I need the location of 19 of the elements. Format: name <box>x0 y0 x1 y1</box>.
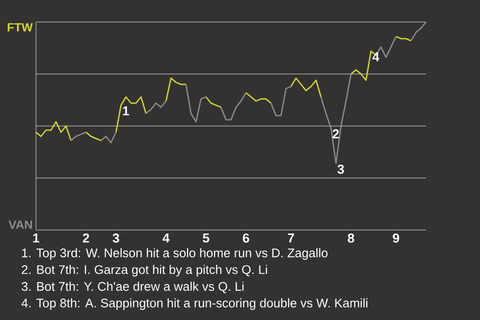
x-tick-label: 7 <box>288 234 294 242</box>
x-tick-label: 1 <box>33 234 40 242</box>
annotation: 2 <box>332 129 339 138</box>
text: 3. Bot 7th: Y. Ch'ae drew a walk vs Q. Li <box>22 282 244 294</box>
text: 2. Bot 7th: I. Garza got hit by a pitch vs Q. Li <box>22 264 267 276</box>
text: FTW <box>8 23 33 32</box>
x-tick-label: 8 <box>348 234 354 243</box>
x-tick-label: 5 <box>202 234 210 243</box>
x-tick-label: 6 <box>242 234 250 243</box>
x-tick-label: 9 <box>392 234 400 243</box>
annotation: 4 <box>372 52 380 62</box>
text: VAN <box>8 220 32 229</box>
text: 1. Top 3rd: W. Nelson hit a solo home run vs D. Zagallo <box>22 248 328 260</box>
x-tick-label: 3 <box>112 234 120 243</box>
x-tick-label: 2 <box>82 234 90 243</box>
text: 4. Top 8th: A. Sappington hit a run-scoring double vs W. Kamili <box>21 298 368 310</box>
annotation: 3 <box>337 164 344 174</box>
x-tick-label: 4 <box>162 234 170 242</box>
annotation: 1 <box>123 106 130 116</box>
